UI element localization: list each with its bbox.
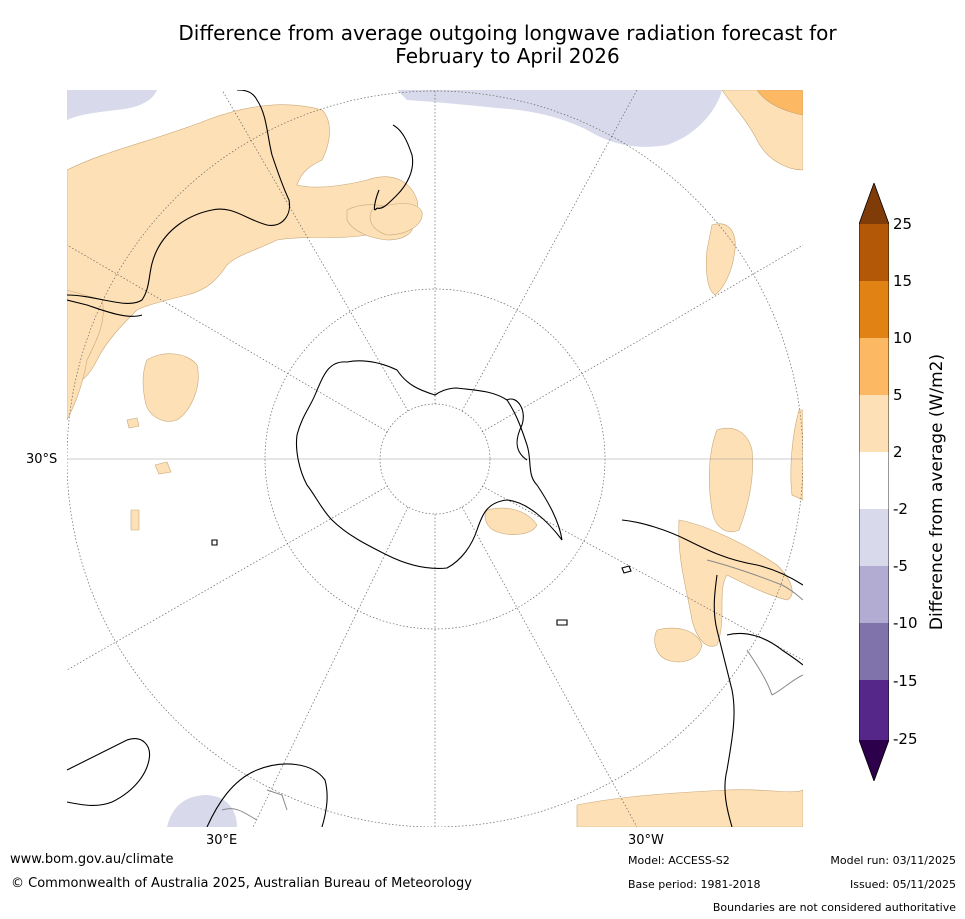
meridian-120w	[481, 244, 803, 433]
colorbar-seg-m5-m2	[859, 509, 889, 566]
colorbar-tick: 5	[893, 386, 903, 404]
region-pacific-east-2	[708, 427, 753, 533]
region-orange-north-east	[756, 90, 803, 116]
coast-nz-sub	[211, 539, 218, 546]
colorbar-arrow-top	[859, 183, 889, 224]
coast-south-america	[621, 519, 803, 827]
colorbar-title: Difference from average (W/m2)	[927, 353, 947, 631]
border-africa	[221, 789, 288, 821]
region-lavender-north-west	[67, 90, 157, 120]
title-line-1: Difference from average outgoing longwav…	[178, 21, 837, 45]
meridian-120e	[67, 244, 389, 433]
footer-issued: Issued: 05/11/2025	[849, 878, 956, 891]
meridian-30w	[461, 506, 638, 827]
colorbar-seg-2-5	[859, 395, 889, 452]
region-atlantic-1	[654, 627, 703, 663]
region-lavender-south	[167, 795, 237, 827]
region-lavender-north-central	[397, 90, 722, 147]
anomaly-tan-regions	[67, 90, 803, 827]
coast-island-sg	[621, 565, 632, 574]
region-pacific-east-3	[790, 409, 803, 501]
colorbar	[858, 181, 890, 783]
footer-model-run: Model run: 03/11/2025	[830, 854, 956, 867]
region-weddell	[484, 507, 538, 535]
footer-model: Model: ACCESS-S2	[628, 854, 730, 867]
region-indian-ocean	[142, 353, 199, 422]
meridian-150e	[221, 90, 409, 412]
region-south-atlantic	[576, 789, 803, 827]
colorbar-tick: 25	[893, 215, 913, 233]
colorbar-seg-m2-2	[859, 452, 889, 509]
coast-antarctic-peninsula	[506, 398, 528, 461]
meridian-60w	[481, 485, 803, 661]
region-small-1	[126, 417, 140, 429]
coast-antarctica	[295, 360, 563, 569]
footer-disclaimer: Boundaries are not considered authoritat…	[712, 901, 956, 914]
region-pacific-north-east	[721, 90, 803, 171]
colorbar-seg-m10-m5	[859, 566, 889, 623]
region-small-2	[154, 461, 172, 475]
colorbar-tick: 2	[893, 443, 903, 461]
coast-nz-south	[373, 189, 380, 211]
anomaly-orange-regions	[756, 90, 803, 116]
meridian-30e	[252, 506, 409, 827]
polar-map	[67, 90, 803, 827]
coast-nz-north	[376, 124, 414, 209]
coast-australia-west	[67, 299, 143, 317]
region-nz-east	[369, 203, 423, 236]
colorbar-seg-m25-m15	[859, 680, 889, 740]
map-canvas	[67, 90, 803, 827]
coast-island-1	[556, 619, 568, 626]
graticule	[67, 90, 803, 827]
colorbar-tick: -2	[893, 500, 908, 518]
region-australia-north	[67, 104, 418, 386]
region-pacific-east-1	[705, 223, 736, 296]
coast-australia	[67, 90, 291, 304]
footer-base-period: Base period: 1981-2018	[628, 878, 761, 891]
region-south-america	[678, 519, 793, 647]
colorbar-seg-5-10	[859, 338, 889, 395]
region-small-3	[130, 509, 140, 531]
chart-title: Difference from average outgoing longwav…	[0, 22, 965, 68]
colorbar-seg-15-25	[859, 224, 889, 281]
footer-copyright: © Commonwealth of Australia 2025, Austra…	[11, 876, 472, 891]
country-borders	[221, 559, 803, 821]
lat-label-30s: 30°S	[26, 452, 58, 467]
lon-label-30e: 30°E	[206, 833, 238, 848]
coastlines	[67, 90, 803, 827]
colorbar-tick: 10	[893, 329, 913, 347]
meridian-60e	[67, 485, 389, 671]
colorbar-tick: -10	[893, 614, 918, 632]
colorbar-arrow-bottom	[859, 740, 889, 781]
border-south-america	[706, 559, 803, 696]
title-line-2: February to April 2026	[395, 44, 620, 68]
colorbar-seg-10-15	[859, 281, 889, 338]
coast-africa	[67, 738, 151, 806]
lon-label-30w: 30°W	[628, 833, 664, 848]
footer-url[interactable]: www.bom.gov.au/climate	[10, 852, 174, 867]
region-australia-west	[67, 289, 104, 421]
meridian-150w	[461, 90, 638, 412]
colorbar-tick: -15	[893, 672, 918, 690]
colorbar-tick: -5	[893, 557, 908, 575]
coast-south-america-east	[726, 632, 803, 666]
colorbar-tick: 15	[893, 272, 913, 290]
coast-africa-2	[206, 763, 328, 827]
colorbar-tick: -25	[893, 730, 918, 748]
colorbar-seg-m15-m10	[859, 623, 889, 680]
colorbar-graphic	[858, 181, 890, 783]
